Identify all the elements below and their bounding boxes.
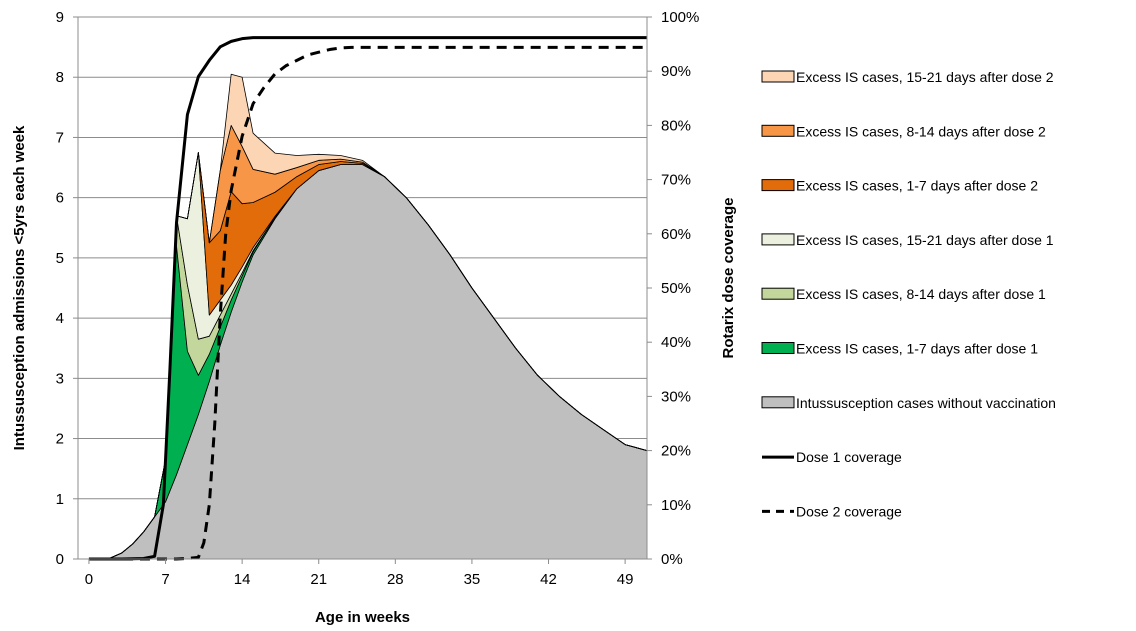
legend-swatch-5 — [761, 342, 795, 354]
legend-swatch-6 — [761, 396, 795, 409]
coverage-line-0 — [88, 36, 647, 561]
legend-label-0: Excess IS cases, 15-21 days after dose 2 — [796, 69, 1054, 85]
legend-label-5: Excess IS cases, 1-7 days after dose 1 — [796, 341, 1038, 357]
y2-tick-label-6: 60% — [661, 226, 691, 243]
y2-tick-label-8: 80% — [661, 117, 691, 134]
legend-label-2: Excess IS cases, 1-7 days after dose 2 — [796, 178, 1038, 194]
y-tick-label-3: 3 — [56, 370, 64, 387]
y-tick-label-5: 5 — [56, 250, 64, 267]
legend-swatch-2 — [761, 179, 795, 192]
y2-tick-label-5: 50% — [661, 280, 691, 297]
legend-swatch-4 — [761, 287, 795, 300]
y-axis-label: Intussusception admissions <5yrs each we… — [11, 125, 28, 450]
y-tick-label-1: 1 — [56, 491, 64, 508]
y2-tick-label-9: 90% — [661, 63, 691, 80]
legend: Excess IS cases, 15-21 days after dose 2… — [761, 69, 1056, 519]
x-tick-label-2: 14 — [234, 571, 251, 588]
legend-swatch-3 — [761, 233, 795, 246]
x-tick-label-1: 7 — [161, 571, 169, 588]
x-tick-label-7: 49 — [617, 571, 634, 588]
legend-label-1: Excess IS cases, 8-14 days after dose 2 — [796, 123, 1046, 139]
legend-swatch-1 — [761, 124, 795, 137]
y2-tick-label-1: 10% — [661, 497, 691, 514]
legend-label-3: Excess IS cases, 15-21 days after dose 1 — [796, 232, 1054, 248]
coverage-line-1 — [88, 45, 647, 561]
x-tick-label-4: 28 — [387, 571, 404, 588]
axes: 01234567890%10%20%30%40%50%60%70%80%90%1… — [56, 9, 700, 588]
x-tick-label-6: 42 — [540, 571, 557, 588]
y-tick-label-9: 9 — [56, 9, 64, 26]
y-tick-label-2: 2 — [56, 431, 64, 448]
y-tick-label-7: 7 — [56, 129, 64, 146]
legend-label-6: Intussusception cases without vaccinatio… — [796, 395, 1056, 411]
y2-tick-label-0: 0% — [661, 551, 683, 568]
y2-tick-label-4: 40% — [661, 334, 691, 351]
y2-tick-label-10: 100% — [661, 9, 699, 26]
legend-label-4: Excess IS cases, 8-14 days after dose 1 — [796, 286, 1046, 302]
legend-label-7: Dose 1 coverage — [796, 449, 902, 465]
legend-swatch-0 — [761, 70, 795, 83]
y-tick-label-4: 4 — [56, 310, 64, 327]
x-axis-label: Age in weeks — [315, 609, 410, 626]
x-tick-label-3: 21 — [310, 571, 327, 588]
y-tick-label-0: 0 — [56, 551, 64, 568]
x-tick-label-5: 35 — [464, 571, 481, 588]
y2-axis-label: Rotarix dose coverage — [720, 198, 737, 359]
y2-tick-label-7: 70% — [661, 172, 691, 189]
y-tick-label-6: 6 — [56, 190, 64, 207]
legend-label-8: Dose 2 coverage — [796, 503, 902, 519]
x-tick-label-0: 0 — [85, 571, 93, 588]
coverage-lines — [88, 36, 647, 561]
y2-tick-label-2: 20% — [661, 443, 691, 460]
y2-tick-label-3: 30% — [661, 388, 691, 405]
y-tick-label-8: 8 — [56, 69, 64, 86]
